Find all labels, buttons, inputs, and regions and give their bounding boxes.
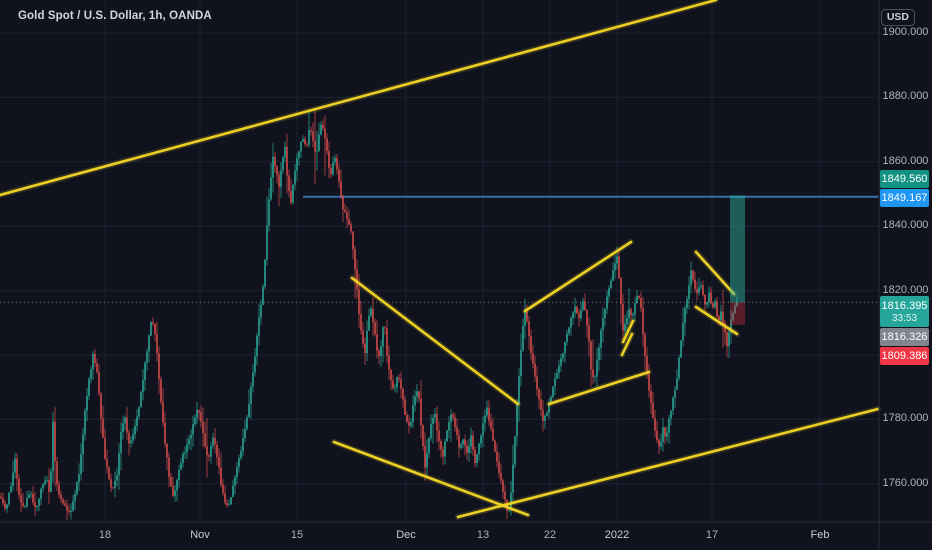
long-position-profit-zone[interactable] — [730, 195, 745, 303]
symbol-title[interactable]: Gold Spot / U.S. Dollar, 1h, OANDA — [18, 10, 212, 22]
long-position-stop-zone[interactable] — [730, 302, 745, 325]
bar-countdown: 33:53 — [891, 312, 918, 324]
price-axis-label: 1900.000 — [882, 26, 929, 38]
descending-flag-upper-line[interactable] — [693, 249, 737, 297]
bottom-ascending-trendline[interactable] — [455, 406, 881, 520]
time-scale[interactable]: 18 Nov 15 Dec 13 22 2022 17 Feb — [0, 522, 932, 550]
time-axis-label: 2022 — [604, 529, 630, 541]
minor-flag-lower-line[interactable] — [619, 331, 635, 358]
price-axis-label: 1820.000 — [882, 284, 929, 296]
last-price-badge: 1816.395 33:53 — [880, 296, 929, 327]
descending-resistance-line[interactable] — [349, 275, 521, 407]
time-axis-label: Nov — [190, 529, 210, 541]
price-axis-label: 1840.000 — [882, 219, 929, 231]
descending-flag-lower-line[interactable] — [693, 304, 740, 337]
line-price-badge: 1849.167 — [880, 189, 929, 207]
candlestick-series — [0, 110, 738, 521]
target-price-badge: 1849.560 — [880, 170, 929, 188]
time-axis-label: 18 — [98, 529, 112, 541]
time-axis-label: 15 — [290, 529, 304, 541]
price-axis-label: 1860.000 — [882, 155, 929, 167]
price-axis-label: 1780.000 — [882, 412, 929, 424]
stop-price-badge: 1809.386 — [880, 347, 929, 365]
rising-channel-upper-line[interactable] — [522, 239, 634, 314]
bottom-descending-trendline[interactable] — [331, 439, 531, 518]
price-axis-label: 1760.000 — [882, 477, 929, 489]
time-axis-label: 13 — [476, 529, 490, 541]
time-axis-label: Feb — [810, 529, 830, 541]
time-axis-label: 17 — [705, 529, 719, 541]
currency-badge[interactable]: USD — [880, 9, 915, 26]
minor-flag-upper-line[interactable] — [620, 318, 636, 345]
price-scale[interactable]: 1900.000 1880.000 1860.000 1840.000 1820.000… — [879, 0, 932, 522]
time-axis-label: 22 — [543, 529, 557, 541]
price-axis-label: 1880.000 — [882, 90, 929, 102]
time-axis-label: Dec — [396, 529, 416, 541]
major-ascending-trendline[interactable] — [0, 0, 719, 198]
rising-channel-lower-line[interactable] — [546, 369, 652, 407]
entry-price-badge: 1816.326 — [880, 328, 929, 346]
